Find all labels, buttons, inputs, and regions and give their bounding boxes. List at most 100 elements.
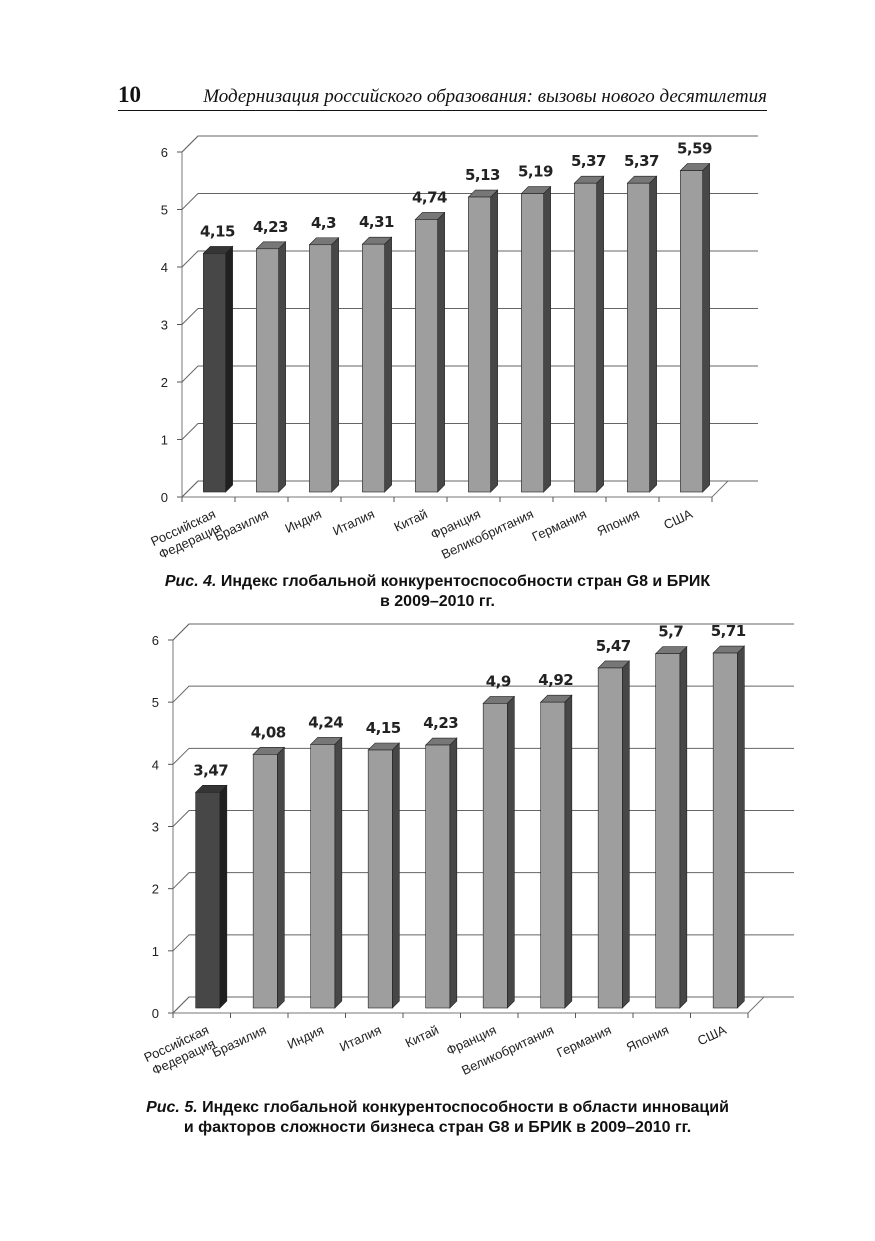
x-tick-label: США bbox=[695, 1022, 729, 1048]
grid-line bbox=[172, 996, 794, 1014]
bar bbox=[655, 653, 681, 1009]
grid-line bbox=[181, 480, 758, 498]
caption-line: Индекс глобальной конкурентоспособности … bbox=[202, 1099, 729, 1116]
bar bbox=[597, 667, 623, 1009]
y-tick-label: 1 bbox=[161, 433, 168, 448]
bar bbox=[574, 182, 597, 493]
value-label: 4,23 bbox=[253, 218, 288, 236]
bar bbox=[362, 243, 385, 493]
grid-line bbox=[181, 423, 758, 440]
value-label: 4,74 bbox=[412, 188, 447, 206]
x-tick-label: Германия bbox=[554, 1022, 613, 1060]
value-label: 4,15 bbox=[200, 222, 235, 240]
bar-side bbox=[564, 694, 573, 1009]
bar bbox=[256, 248, 279, 493]
bar bbox=[468, 196, 491, 493]
bar-side bbox=[679, 645, 688, 1009]
bar bbox=[540, 701, 566, 1009]
caption-line: Индекс глобальной конкурентоспособности … bbox=[220, 573, 711, 590]
value-label: 4,15 bbox=[366, 719, 401, 737]
y-tick-label: 6 bbox=[161, 145, 168, 160]
chart: 0 1 2 3 4 5 6 3,47 РоссийскаяФедерация 4,08 Бразил… bbox=[142, 622, 794, 1079]
bar bbox=[521, 193, 544, 493]
bar-side bbox=[737, 645, 745, 1009]
y-tick-label: 2 bbox=[152, 882, 159, 897]
bar-side bbox=[449, 737, 458, 1009]
value-label: 4,31 bbox=[359, 213, 394, 231]
value-label: 5,37 bbox=[571, 152, 606, 170]
value-label: 4,3 bbox=[311, 214, 336, 232]
grid-line bbox=[172, 685, 794, 703]
value-label: 3,47 bbox=[193, 761, 228, 779]
y-tick-label: 4 bbox=[152, 757, 159, 772]
bar-side bbox=[277, 746, 285, 1009]
x-tick-label: Индия bbox=[285, 1022, 326, 1052]
y-tick-label: 6 bbox=[152, 633, 159, 648]
figure-label: Рис. 4. bbox=[164, 573, 217, 590]
value-label: 5,13 bbox=[465, 166, 500, 184]
bar-side bbox=[384, 236, 392, 493]
x-tick-label: Япония bbox=[624, 1022, 671, 1055]
chart: 01234564,15РоссийскаяФедерация4,23Бразил… bbox=[148, 135, 758, 562]
bar-side bbox=[649, 175, 657, 493]
caption-line: в 2009–2010 гг. bbox=[380, 593, 495, 610]
value-label: 4,9 bbox=[486, 672, 511, 690]
bar-side bbox=[225, 245, 233, 493]
y-tick-label: 5 bbox=[161, 203, 168, 218]
x-tick-label: Италия bbox=[330, 506, 376, 538]
bar bbox=[627, 182, 650, 493]
bar bbox=[203, 253, 226, 493]
x-tick-label: США bbox=[661, 506, 695, 532]
y-tick-label: 0 bbox=[152, 1006, 159, 1021]
value-label: 5,37 bbox=[624, 152, 659, 170]
y-tick-label: 3 bbox=[152, 820, 159, 835]
bar-side bbox=[622, 660, 630, 1009]
page-number: 10 bbox=[118, 82, 141, 107]
grid-line bbox=[172, 623, 794, 641]
bar bbox=[482, 703, 508, 1009]
bar-side bbox=[219, 784, 228, 1009]
bar-side bbox=[507, 695, 515, 1009]
value-label: 5,71 bbox=[711, 622, 746, 640]
bar-side bbox=[392, 742, 400, 1009]
grid-line bbox=[181, 308, 758, 325]
x-tick-label: Германия bbox=[530, 506, 589, 544]
grid-line bbox=[181, 135, 758, 153]
y-tick-label: 1 bbox=[152, 944, 159, 959]
bar bbox=[309, 244, 332, 493]
bar bbox=[680, 170, 703, 493]
grid-line bbox=[181, 250, 758, 268]
bar-side bbox=[334, 736, 343, 1009]
bar bbox=[252, 754, 278, 1009]
bar-side bbox=[331, 237, 339, 493]
bar bbox=[195, 791, 221, 1009]
value-label: 4,08 bbox=[251, 723, 286, 741]
bar bbox=[425, 744, 451, 1009]
bar-side bbox=[437, 211, 445, 493]
bar bbox=[712, 652, 738, 1009]
value-label: 4,24 bbox=[308, 713, 343, 731]
value-label: 5,47 bbox=[596, 637, 631, 655]
grid-line bbox=[172, 872, 794, 890]
grid-line bbox=[181, 365, 758, 383]
grid-line bbox=[172, 747, 794, 765]
caption: Рис. 4. Индекс глобальной конкурентоспос… bbox=[0, 572, 875, 612]
value-label: 4,92 bbox=[538, 671, 573, 689]
bar-side bbox=[490, 189, 498, 493]
bar-side bbox=[543, 185, 551, 493]
value-label: 4,23 bbox=[423, 714, 458, 732]
x-tick-label: РоссийскаяФедерация bbox=[142, 1022, 218, 1079]
figure-label: Рис. 5. bbox=[146, 1099, 198, 1116]
bar-side bbox=[278, 241, 286, 493]
value-label: 5,19 bbox=[518, 163, 553, 181]
bar bbox=[415, 219, 438, 493]
x-tick-label: Китай bbox=[392, 506, 430, 534]
value-label: 5,59 bbox=[677, 140, 712, 158]
caption-line: и факторов сложности бизнеса стран G8 и … bbox=[183, 1119, 692, 1136]
grid-line bbox=[172, 810, 794, 827]
x-tick-label: Италия bbox=[337, 1022, 383, 1054]
x-tick-label: Индия bbox=[283, 506, 324, 536]
grid-line bbox=[181, 193, 758, 210]
y-tick-label: 2 bbox=[161, 375, 168, 390]
header-rule bbox=[118, 110, 767, 111]
